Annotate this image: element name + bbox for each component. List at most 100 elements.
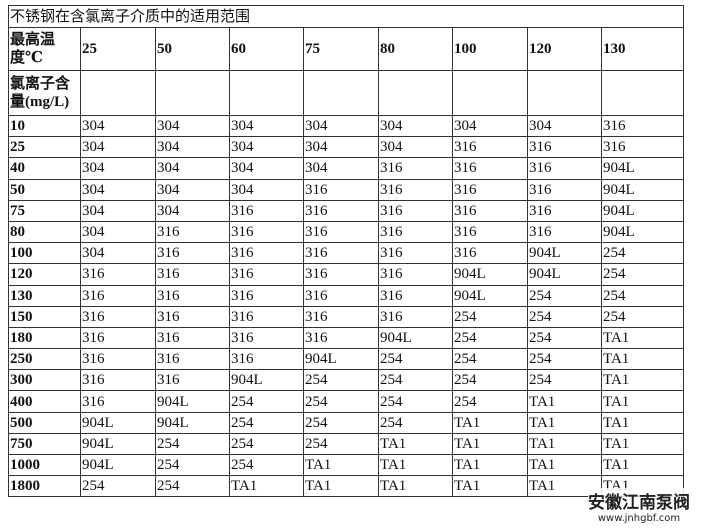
material-cell: 316 [155, 305, 230, 328]
material-cell: 904L [80, 453, 156, 477]
table-row: 300 316 316 904L 254 254 254 254 TA1 [8, 369, 685, 392]
material-cell: 904L [229, 369, 304, 392]
material-cell: TA1 [303, 475, 379, 498]
material-cell: 254 [452, 305, 528, 328]
material-cell: 316 [452, 178, 528, 201]
material-cell: 904L [80, 432, 156, 456]
table-row: 120 316 316 316 316 316 904L 904L 254 [8, 263, 685, 286]
material-cell: 304 [155, 114, 230, 138]
chloride-level: 500 [8, 411, 81, 434]
chloride-level: 750 [8, 432, 81, 456]
material-cell: 316 [527, 178, 602, 201]
table-body: 不锈钢在含氯离子介质中的适用范围 最高温度℃ 25 50 60 75 80 100 120 13… [7, 5, 685, 498]
chloride-level: 120 [8, 263, 81, 286]
material-cell: 254 [303, 390, 379, 413]
material-cell: 254 [527, 326, 602, 350]
watermark-url: www.jnhgbf.com [597, 513, 681, 524]
material-cell: 254 [378, 348, 453, 371]
table-row: 1800 254 254 TA1 TA1 TA1 TA1 TA1 TA1 [8, 475, 685, 498]
material-cell: 304 [80, 136, 156, 159]
material-cell: TA1 [378, 475, 453, 498]
material-cell: 904L [600, 199, 685, 222]
material-cell: 316 [80, 326, 156, 350]
table-row: 80 304 316 316 316 316 316 316 904L [8, 220, 685, 244]
material-cell: 304 [527, 114, 602, 138]
material-cell: 304 [303, 157, 379, 180]
material-cell: TA1 [527, 390, 602, 413]
temp-header: 60 [229, 27, 304, 71]
material-cell: TA1 [600, 411, 685, 434]
material-cell: TA1 [527, 411, 602, 434]
material-cell: 316 [600, 136, 685, 159]
chloride-level: 50 [8, 178, 81, 201]
material-cell: 316 [155, 263, 230, 286]
material-cell: 304 [155, 199, 230, 222]
material-cell: 904L [155, 390, 230, 413]
material-cell: 254 [378, 411, 453, 434]
material-cell: 254 [527, 284, 602, 307]
chloride-table: 不锈钢在含氯离子介质中的适用范围 最高温度℃ 25 50 60 75 80 100 120 13… [7, 5, 685, 498]
material-cell: 316 [155, 242, 230, 265]
title-row: 不锈钢在含氯离子介质中的适用范围 [7, 5, 685, 28]
empty-cell [80, 70, 156, 116]
material-cell: 316 [527, 157, 602, 180]
material-cell: 304 [229, 114, 304, 138]
chloride-level: 40 [8, 157, 81, 180]
material-cell: 254 [303, 411, 379, 434]
chloride-level: 250 [8, 348, 81, 371]
material-cell: 254 [600, 263, 685, 286]
material-cell: 316 [378, 220, 453, 244]
material-cell: 316 [155, 220, 230, 244]
material-cell: 254 [600, 305, 685, 328]
material-cell: 316 [303, 284, 379, 307]
temp-header: 25 [80, 27, 156, 71]
material-cell: 304 [80, 114, 156, 138]
table-row: 50 304 304 304 316 316 316 316 904L [8, 178, 685, 201]
chloride-level: 130 [8, 284, 81, 307]
material-cell: 316 [229, 305, 304, 328]
table-row: 130 316 316 316 316 316 904L 254 254 [8, 284, 685, 307]
material-cell: TA1 [378, 453, 453, 477]
material-cell: 316 [303, 242, 379, 265]
material-cell: 304 [303, 136, 379, 159]
table-row: 10 304 304 304 304 304 304 304 316 [8, 114, 685, 138]
material-cell: 316 [452, 242, 528, 265]
material-cell: 316 [378, 242, 453, 265]
material-cell: TA1 [527, 432, 602, 456]
empty-cell [452, 70, 528, 116]
material-cell: TA1 [600, 369, 685, 392]
material-cell: 904L [303, 348, 379, 371]
material-cell: 316 [155, 284, 230, 307]
material-cell: 304 [452, 114, 528, 138]
material-cell: 316 [229, 348, 304, 371]
material-cell: 304 [303, 114, 379, 138]
material-cell: TA1 [527, 475, 602, 498]
empty-cell [600, 70, 685, 116]
material-cell: 316 [303, 305, 379, 328]
material-cell: 254 [452, 369, 528, 392]
table-row: 75 304 304 316 316 316 316 316 904L [8, 199, 685, 222]
material-cell: 316 [452, 199, 528, 222]
material-cell: 316 [378, 284, 453, 307]
material-cell: 254 [229, 390, 304, 413]
material-cell: 316 [527, 199, 602, 222]
material-cell: 316 [80, 348, 156, 371]
material-cell: 316 [452, 220, 528, 244]
material-cell: 254 [303, 432, 379, 456]
chloride-level: 75 [8, 199, 81, 222]
temp-label: 最高温度℃ [8, 27, 81, 71]
material-cell: 254 [600, 284, 685, 307]
chloride-level: 1800 [8, 475, 81, 498]
material-cell: 304 [229, 136, 304, 159]
material-cell: 904L [80, 411, 156, 434]
table-row: 400 316 904L 254 254 254 254 TA1 TA1 [8, 390, 685, 413]
material-cell: 304 [80, 220, 156, 244]
material-cell: 904L [600, 178, 685, 201]
temp-header: 80 [378, 27, 453, 71]
empty-cell [229, 70, 304, 116]
chloride-level: 1000 [8, 453, 81, 477]
chloride-level: 100 [8, 242, 81, 265]
chloride-level: 25 [8, 136, 81, 159]
material-cell: 904L [600, 220, 685, 244]
table-row: 1000 904L 254 254 TA1 TA1 TA1 TA1 TA1 [8, 453, 685, 477]
